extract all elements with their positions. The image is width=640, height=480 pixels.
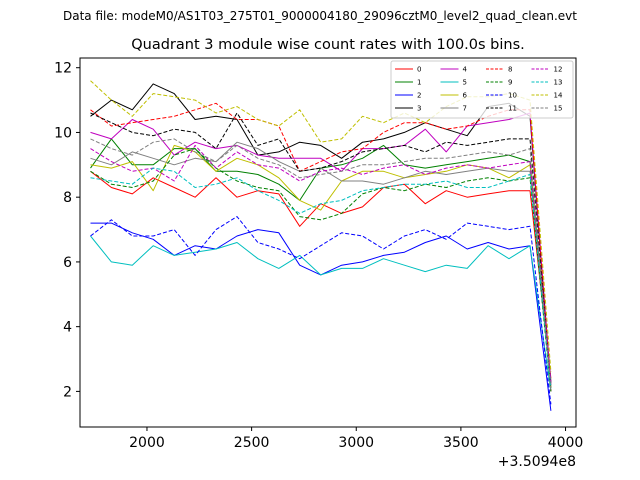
series-layer [90,80,552,411]
legend-label-13: 13 [554,79,563,87]
legend-label-14: 14 [554,92,563,100]
legend-label-6: 6 [463,92,468,100]
x-axis-offset-label: +3.5094e8 [498,454,576,470]
series-line-13 [90,167,552,389]
series-line-6 [90,144,552,389]
legend-label-2: 2 [417,92,421,100]
y-tick-label: 4 [63,320,72,336]
series-line-12 [90,144,552,382]
series-line-14 [90,80,552,373]
series-line-7 [90,141,552,385]
legend-label-7: 7 [463,105,467,113]
legend-label-0: 0 [417,66,421,74]
x-tick-label: 3500 [443,435,479,451]
y-tick-label: 8 [63,190,72,206]
legend-label-15: 15 [554,105,563,113]
x-tick-label: 2500 [234,435,270,451]
y-tick-label: 10 [54,125,72,141]
legend-label-3: 3 [417,105,421,113]
series-line-2 [90,222,552,411]
chart-title: Quadrant 3 module wise count rates with … [131,37,525,53]
legend-label-5: 5 [463,79,467,87]
series-line-9 [90,148,552,392]
legend-box [390,60,574,119]
x-tick-label: 2000 [129,435,165,451]
legend-label-9: 9 [508,79,512,87]
y-tick-label: 2 [63,384,72,400]
y-tick-label: 6 [63,255,72,271]
series-line-3 [90,83,552,389]
legend-label-10: 10 [508,92,517,100]
legend-label-4: 4 [463,66,468,74]
plot-area-frame [79,57,577,428]
legend-label-8: 8 [508,66,512,74]
series-line-10 [90,216,552,405]
y-tick-label: 12 [54,61,72,77]
legend-label-12: 12 [554,66,563,74]
series-line-5 [90,235,552,392]
x-tick-label: 4000 [548,435,584,451]
legend-label-1: 1 [417,79,421,87]
series-line-11 [90,112,552,385]
series-line-4 [90,112,552,385]
x-tick-label: 3000 [338,435,374,451]
chart-supertitle: Data file: modeM0/AS1T03_275T01_90000041… [63,9,577,23]
legend-label-11: 11 [508,105,517,113]
series-line-1 [90,138,552,382]
series-line-8 [90,102,552,392]
